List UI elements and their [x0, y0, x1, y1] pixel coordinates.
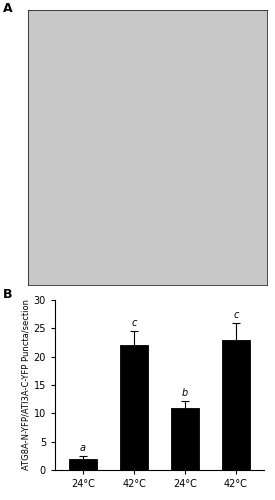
Text: b: b — [182, 388, 188, 398]
Text: A: A — [3, 2, 12, 16]
Y-axis label: ATG8A-N-YFP/ATI3A-C-YFP Puncta/section: ATG8A-N-YFP/ATI3A-C-YFP Puncta/section — [22, 300, 31, 470]
Bar — [69, 458, 97, 470]
Text: c: c — [131, 318, 137, 328]
Bar — [171, 408, 199, 470]
Text: B: B — [3, 288, 12, 300]
Bar — [120, 346, 148, 470]
Text: c: c — [233, 310, 239, 320]
Bar — [222, 340, 250, 470]
Text: a: a — [80, 443, 86, 453]
